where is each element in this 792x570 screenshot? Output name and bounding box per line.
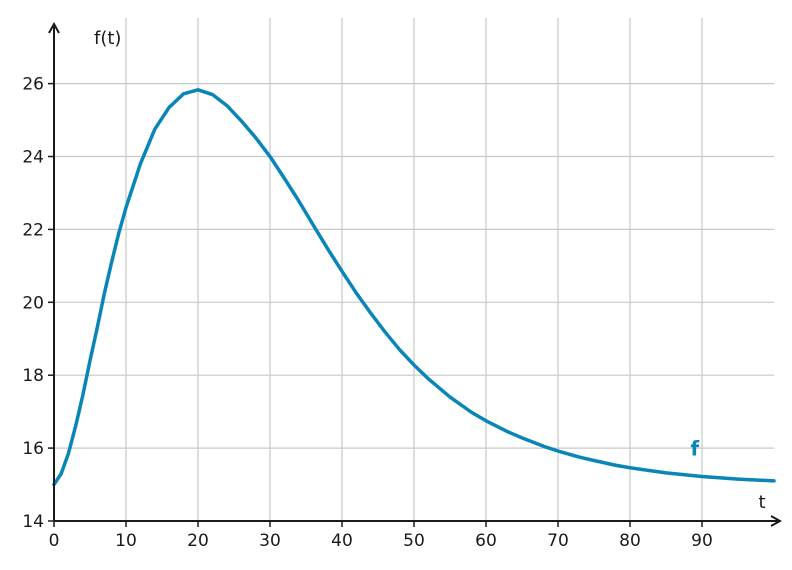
x-tick-label: 10 [115, 531, 137, 551]
x-tick-label: 80 [619, 531, 641, 551]
x-tick-label: 60 [475, 531, 497, 551]
x-tick-label: 50 [403, 531, 425, 551]
x-tick-label: 20 [187, 531, 209, 551]
y-tick-label: 26 [22, 75, 44, 95]
x-tick-label: 70 [547, 531, 569, 551]
y-tick-label: 24 [22, 148, 44, 168]
x-tick-label: 0 [49, 531, 60, 551]
x-axis-label: t [758, 492, 765, 513]
y-tick-label: 18 [22, 366, 44, 386]
grid [54, 18, 774, 521]
x-tick-label: 30 [259, 531, 281, 551]
x-tick-label: 90 [691, 531, 713, 551]
y-tick-label: 16 [22, 439, 44, 459]
y-axis-label: f(t) [94, 28, 121, 49]
y-tick-label: 20 [22, 293, 44, 313]
series-line-f [52, 88, 776, 487]
y-tick-label: 22 [22, 220, 44, 240]
tick-labels: 0 10 20 30 40 50 60 70 80 90 14 16 18 20 22 24 26 [22, 75, 712, 551]
series-label-f: f [690, 436, 699, 460]
x-tick-label: 40 [331, 531, 353, 551]
y-tick-label: 14 [22, 512, 44, 532]
